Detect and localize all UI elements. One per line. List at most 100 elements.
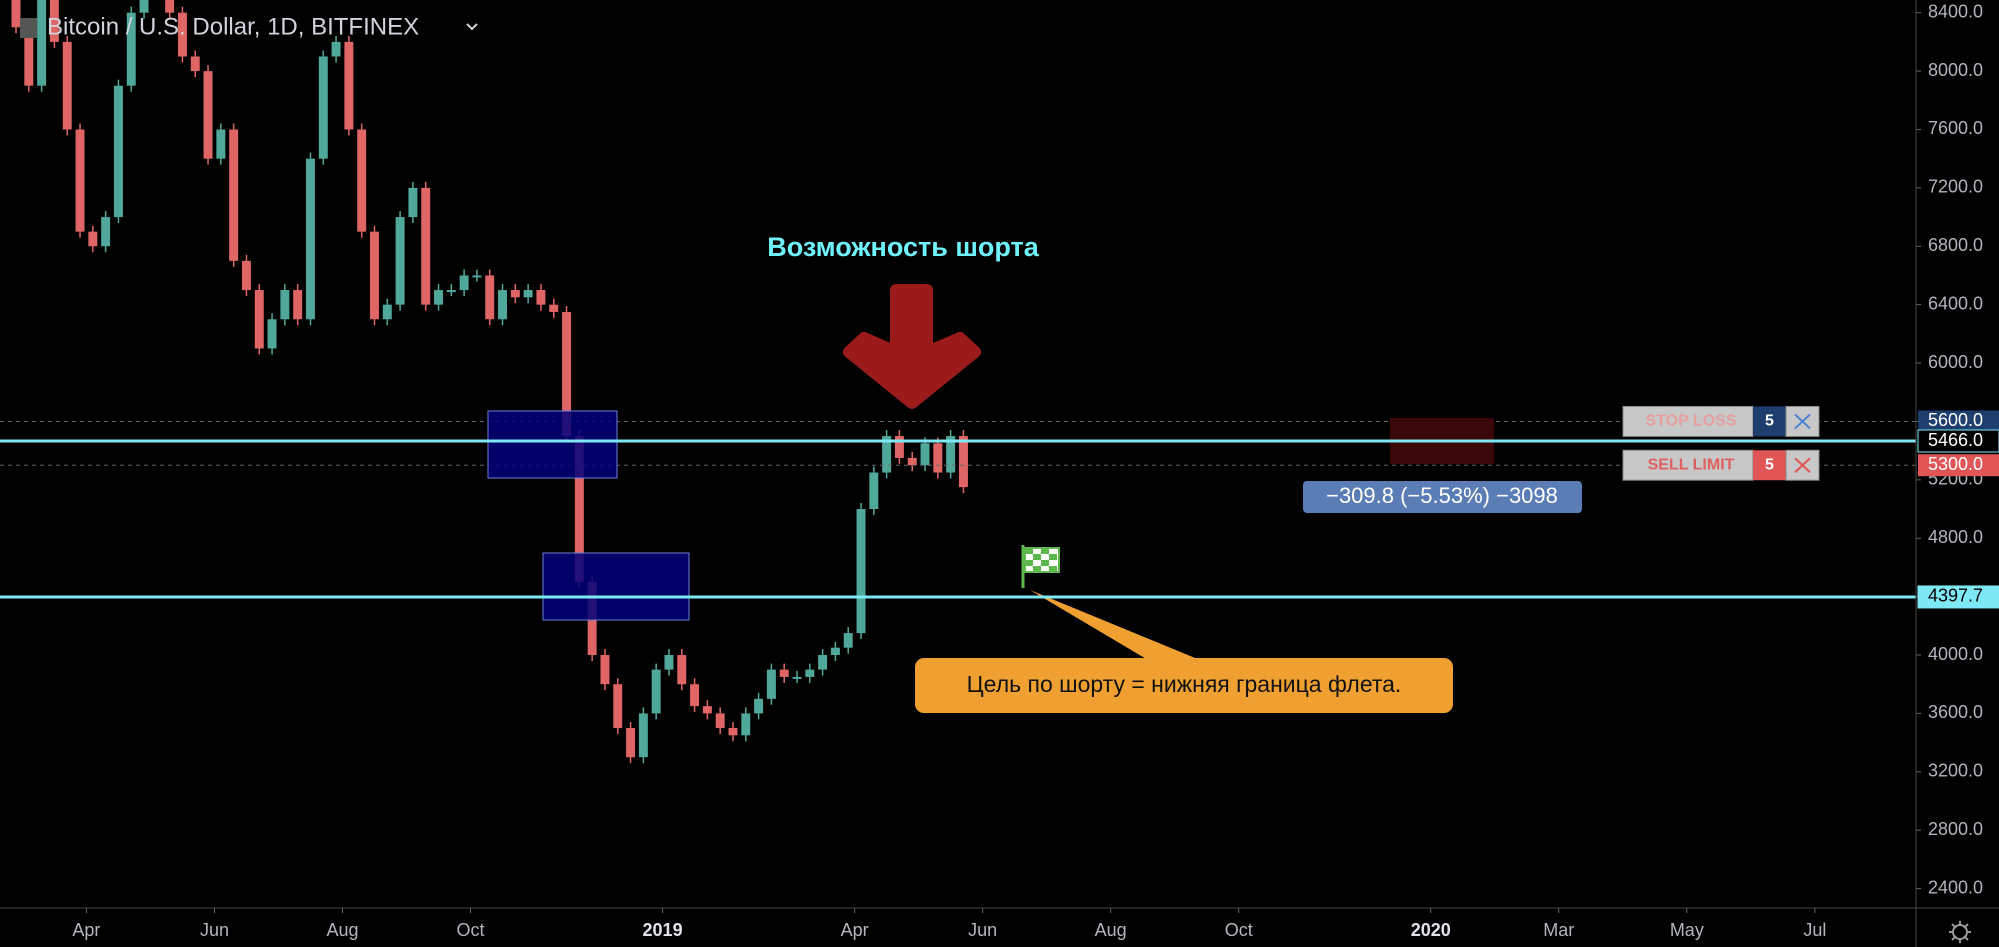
candle-body [549, 304, 559, 312]
candle-body [395, 217, 405, 305]
candle-body [24, 27, 34, 86]
gear-teeth[interactable] [1949, 921, 1971, 943]
candle-body [254, 290, 264, 349]
candle-body [690, 684, 700, 707]
flag [1021, 545, 1060, 588]
candle-body [856, 509, 866, 634]
candle-body [446, 290, 456, 293]
x-tick-label: Apr [841, 920, 869, 940]
candle-body [946, 436, 956, 473]
candle-body [37, 0, 47, 86]
candle-body [344, 41, 354, 130]
x-tick-label: 2019 [643, 920, 683, 940]
candles [11, 0, 968, 764]
candle-body [165, 0, 175, 13]
x-tick-label: Aug [1095, 920, 1127, 940]
annotation: Возможность шорта [767, 232, 1039, 262]
x-tick-label: Aug [326, 920, 358, 940]
zone [487, 410, 618, 479]
candle-body [421, 187, 431, 305]
candle-body [792, 676, 802, 679]
candle-body [11, 0, 21, 28]
candle-body [75, 129, 85, 232]
candle-body [907, 457, 917, 466]
candle-body [177, 12, 187, 57]
candle-body [958, 436, 968, 488]
candle-body [101, 217, 111, 247]
callout-pointer [1030, 590, 1200, 660]
zone [542, 552, 690, 621]
candle-body [113, 85, 123, 218]
candle-body [626, 728, 636, 758]
candle-body [49, 0, 59, 42]
candle-body [88, 231, 98, 247]
candle-body [485, 275, 495, 320]
candle-body [216, 129, 226, 159]
candle-body [894, 436, 904, 458]
y-tick-label: 3200.0 [1928, 761, 1983, 781]
x-tick-label: Jun [968, 920, 997, 940]
candle-body [331, 41, 341, 57]
candle-body [728, 728, 738, 736]
candle-body [472, 275, 482, 278]
x-tick-label: Mar [1543, 920, 1574, 940]
order-label-box [1622, 449, 1754, 481]
y-tick-label: 6400.0 [1928, 293, 1983, 313]
chart-title: Bitcoin / U.S. Dollar, 1D, BITFINEX [47, 13, 419, 40]
candle-body [62, 41, 72, 130]
candle-body [510, 290, 520, 298]
order-label: STOP LOSS [1646, 413, 1737, 430]
candle-body [267, 319, 277, 349]
x-tick-label: 2020 [1411, 920, 1451, 940]
dropdown[interactable] [466, 23, 478, 31]
order-label-box [1622, 405, 1754, 437]
x-tick-label: May [1670, 920, 1704, 940]
candle-body [190, 56, 200, 72]
x-tick-label: Oct [457, 920, 485, 940]
position-label: −309.8 (−5.53%) −3098 [1326, 483, 1558, 508]
x-tick-label: Apr [72, 920, 100, 940]
candle-body [370, 231, 379, 320]
candle-body [869, 472, 879, 510]
price-label: 5300.0 [1928, 454, 1983, 474]
price-label-box [1917, 585, 1999, 609]
candle-body [843, 633, 853, 648]
order-close-x[interactable] [1794, 457, 1811, 473]
price-label-box [1917, 429, 1999, 453]
candle-body [126, 12, 136, 86]
y-tick-label: 7600.0 [1928, 118, 1983, 138]
y-tick-label: 8000.0 [1928, 60, 1983, 80]
candle-body [498, 290, 508, 320]
position-label-box [1303, 481, 1582, 513]
candle-body [613, 684, 623, 729]
candle-body [523, 290, 533, 298]
price-label-box [1918, 410, 1999, 433]
candle-body [715, 713, 725, 729]
price-label: 5600.0 [1928, 410, 1983, 430]
candle-body [779, 669, 789, 677]
grid [85, 12, 1921, 913]
candle-body [382, 304, 392, 320]
settings[interactable] [1949, 921, 1971, 943]
price-label: 5466.0 [1928, 430, 1983, 450]
price-label-box [1918, 454, 1999, 477]
candle-body [318, 56, 328, 159]
x-tick-label: Oct [1225, 920, 1253, 940]
candle-body [754, 698, 764, 714]
logo [20, 18, 37, 38]
candle-body [574, 436, 584, 583]
order-label: SELL LIMIT [1648, 456, 1735, 473]
y-tick-label: 2800.0 [1928, 819, 1983, 839]
candle-body [139, 0, 149, 13]
candle-body [229, 129, 239, 261]
candle-body [408, 187, 418, 218]
candle-body [434, 290, 443, 305]
candle-body [830, 647, 840, 656]
y-tick-label: 4800.0 [1928, 527, 1983, 547]
candle-body [203, 71, 213, 159]
candle-body [241, 260, 251, 291]
y-tick-label: 7200.0 [1928, 177, 1983, 197]
candle-body [357, 129, 367, 232]
order-close-x[interactable] [1794, 413, 1811, 430]
